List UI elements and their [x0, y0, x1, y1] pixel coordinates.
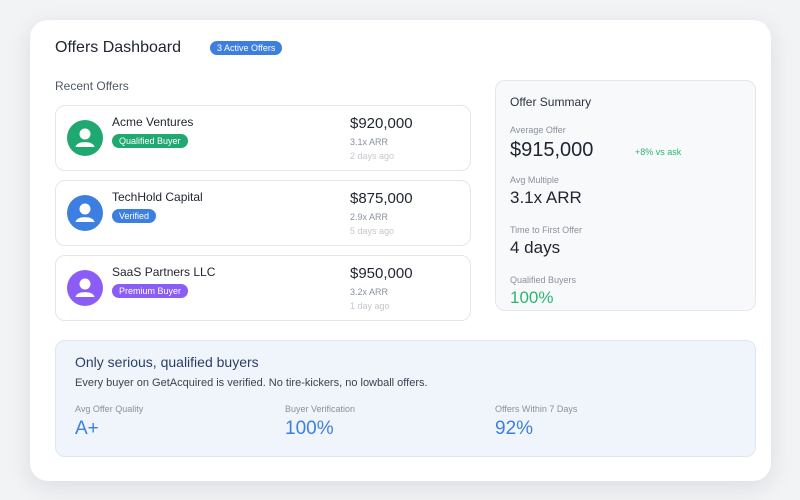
- stat-label: Buyer Verification: [285, 404, 356, 414]
- offers-dashboard-card: Offers Dashboard 3 Active Offers Recent …: [30, 20, 771, 481]
- avatar: [67, 195, 103, 231]
- average-offer-value: $915,000: [510, 139, 594, 161]
- offer-timestamp: 1 day ago: [350, 301, 390, 311]
- user-icon: [75, 203, 95, 222]
- average-offer-delta: +8% vs ask: [635, 147, 682, 157]
- buyer-name: SaaS Partners LLC: [112, 265, 216, 279]
- stat-value: 100%: [285, 418, 334, 439]
- page-title: Offers Dashboard: [55, 39, 181, 56]
- promo-text: Every buyer on GetAcquired is verified. …: [75, 377, 428, 389]
- buyer-status-badge: Verified: [112, 209, 157, 223]
- offer-summary-panel: Offer Summary Average Offer $915,000 +8%…: [495, 80, 756, 311]
- buyer-status-badge: Premium Buyer: [112, 284, 189, 298]
- average-offer-label: Average Offer: [510, 125, 566, 135]
- avatar: [67, 270, 103, 306]
- offer-amount: $920,000: [350, 115, 413, 132]
- user-icon: [75, 278, 95, 297]
- qualified-buyers-value: 100%: [510, 288, 554, 307]
- buyer-name: TechHold Capital: [112, 190, 203, 204]
- offer-timestamp: 2 days ago: [350, 151, 395, 161]
- stat-label: Avg Offer Quality: [75, 404, 144, 414]
- offer-amount: $950,000: [350, 265, 413, 282]
- offer-card[interactable]: TechHold Capital Verified $875,000 2.9x …: [55, 180, 471, 246]
- stat-label: Offers Within 7 Days: [495, 404, 578, 414]
- time-to-first-offer-label: Time to First Offer: [510, 225, 583, 235]
- avg-multiple-value: 3.1x ARR: [510, 188, 582, 207]
- offer-amount: $875,000: [350, 190, 413, 207]
- avatar: [67, 120, 103, 156]
- time-to-first-offer-value: 4 days: [510, 238, 561, 257]
- offer-multiple: 3.1x ARR: [350, 137, 389, 147]
- stat-value: 92%: [495, 418, 534, 439]
- summary-title: Offer Summary: [510, 95, 592, 109]
- qualified-buyers-label: Qualified Buyers: [510, 275, 577, 285]
- qualified-buyers-promo: Only serious, qualified buyers Every buy…: [55, 340, 756, 457]
- offer-timestamp: 5 days ago: [350, 226, 395, 236]
- offer-card[interactable]: SaaS Partners LLC Premium Buyer $950,000…: [55, 255, 471, 321]
- offer-multiple: 3.2x ARR: [350, 287, 389, 297]
- offer-card[interactable]: Acme Ventures Qualified Buyer $920,000 3…: [55, 105, 471, 171]
- buyer-status-badge: Qualified Buyer: [112, 134, 188, 148]
- user-icon: [75, 128, 95, 147]
- buyer-name: Acme Ventures: [112, 115, 194, 129]
- promo-title: Only serious, qualified buyers: [75, 354, 259, 370]
- stat-value: A+: [75, 418, 99, 439]
- offer-multiple: 2.9x ARR: [350, 212, 389, 222]
- active-offers-badge: 3 Active Offers: [210, 41, 283, 55]
- avg-multiple-label: Avg Multiple: [510, 175, 559, 185]
- recent-offers-label: Recent Offers: [55, 79, 129, 93]
